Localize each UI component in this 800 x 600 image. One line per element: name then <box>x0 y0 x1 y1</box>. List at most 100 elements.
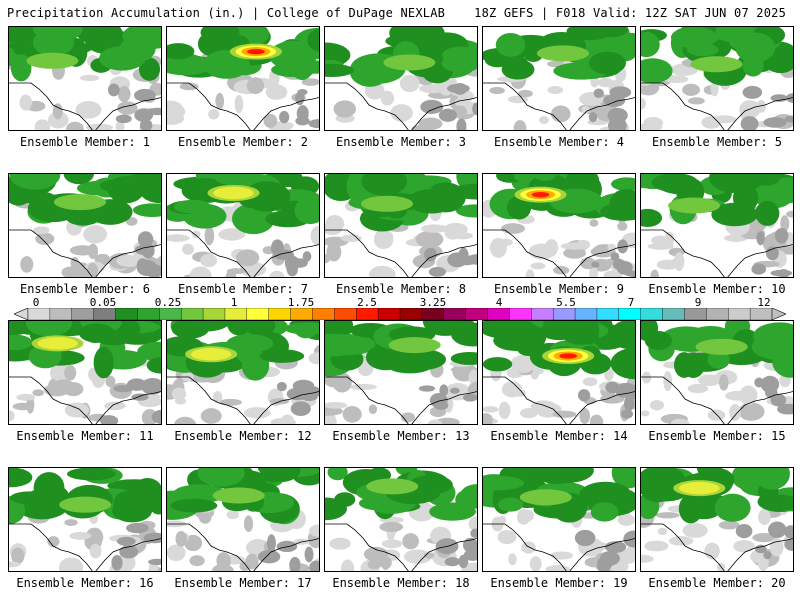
ensemble-member-panel <box>640 26 794 131</box>
ensemble-member-label: Ensemble Member: 5 <box>651 135 783 149</box>
colorbar-segment <box>552 308 576 320</box>
colorbar-segment <box>334 308 357 320</box>
colorbar-tick-label: 5.5 <box>556 296 576 309</box>
colorbar-segment <box>618 308 642 320</box>
colorbar-segment <box>268 308 292 320</box>
precip-map <box>641 27 793 130</box>
colorbar-max-arrow <box>771 308 786 320</box>
colorbar-segment <box>662 308 685 320</box>
ensemble-member-label: Ensemble Member: 15 <box>648 429 786 443</box>
precip-map <box>641 174 793 277</box>
colorbar-tick-label: 4 <box>495 296 503 309</box>
ensemble-member-label: Ensemble Member: 19 <box>490 576 628 590</box>
colorbar-segment <box>574 308 598 320</box>
ensemble-member-panel <box>8 467 162 572</box>
colorbar-segment <box>49 308 73 320</box>
precip-map <box>483 27 635 130</box>
colorbar-tick-label: 7 <box>627 296 635 309</box>
colorbar-segment <box>728 308 751 320</box>
colorbar-segment <box>465 308 489 320</box>
ensemble-member-label: Ensemble Member: 16 <box>16 576 154 590</box>
ensemble-member-panel <box>8 26 162 131</box>
colorbar-segment <box>312 308 335 320</box>
ensemble-member-panel <box>482 173 636 278</box>
ensemble-member-label: Ensemble Member: 9 <box>493 282 625 296</box>
colorbar-segment <box>421 308 445 320</box>
ensemble-member-panel <box>324 173 478 278</box>
ensemble-member-label: Ensemble Member: 8 <box>335 282 467 296</box>
ensemble-member-panel <box>324 467 478 572</box>
colorbar-segment <box>443 308 467 320</box>
model-run-info: 18Z GEFS | F018 Valid: 12Z SAT JUN 07 20… <box>474 6 786 20</box>
colorbar-segment <box>749 308 773 320</box>
ensemble-member-label: Ensemble Member: 20 <box>648 576 786 590</box>
colorbar-segment <box>377 308 401 320</box>
ensemble-member-panel <box>482 320 636 425</box>
colorbar-segment <box>640 308 664 320</box>
map-title: Precipitation Accumulation (in.) | Colle… <box>7 6 446 20</box>
ensemble-member-label: Ensemble Member: 13 <box>332 429 470 443</box>
precip-colorbar <box>14 308 786 320</box>
ensemble-member-panel <box>324 320 478 425</box>
ensemble-member-panel <box>8 320 162 425</box>
ensemble-member-panel <box>640 467 794 572</box>
ensemble-member-label: Ensemble Member: 12 <box>174 429 312 443</box>
colorbar-tick-label: 1.75 <box>287 296 315 309</box>
ensemble-member-label: Ensemble Member: 14 <box>490 429 628 443</box>
precip-map <box>641 468 793 571</box>
ensemble-member-panel <box>324 26 478 131</box>
colorbar-tick-label: 3.25 <box>419 296 447 309</box>
colorbar-tick-label: 0 <box>32 296 40 309</box>
ensemble-member-label: Ensemble Member: 17 <box>174 576 312 590</box>
precip-map <box>325 27 477 130</box>
colorbar-segment <box>115 308 138 320</box>
colorbar-tick-label: 2.5 <box>357 296 377 309</box>
precip-map <box>167 174 319 277</box>
colorbar-segment <box>356 308 379 320</box>
precip-map <box>9 27 161 130</box>
ensemble-member-panel <box>640 320 794 425</box>
ensemble-member-panel <box>640 173 794 278</box>
ensemble-member-label: Ensemble Member: 4 <box>493 135 625 149</box>
colorbar-tick-label: 0.25 <box>154 296 182 309</box>
colorbar-min-arrow <box>14 308 29 320</box>
ensemble-member-label: Ensemble Member: 3 <box>335 135 467 149</box>
ensemble-member-label: Ensemble Member: 6 <box>19 282 151 296</box>
precip-map <box>9 468 161 571</box>
colorbar-segment <box>684 308 707 320</box>
ensemble-member-label: Ensemble Member: 1 <box>19 135 151 149</box>
colorbar-segment <box>596 308 620 320</box>
colorbar-segment <box>487 308 510 320</box>
precip-map <box>167 27 319 130</box>
ensemble-member-label: Ensemble Member: 7 <box>177 282 309 296</box>
ensemble-member-panel <box>482 467 636 572</box>
ensemble-member-panel <box>8 173 162 278</box>
precip-map <box>325 321 477 424</box>
colorbar-tick-label: 9 <box>694 296 702 309</box>
precip-map <box>483 174 635 277</box>
colorbar-segment <box>93 308 117 320</box>
precip-map <box>167 468 319 571</box>
precip-map <box>9 174 161 277</box>
ensemble-member-panel <box>482 26 636 131</box>
precip-map <box>9 321 161 424</box>
colorbar-segment <box>224 308 248 320</box>
precip-map <box>325 174 477 277</box>
colorbar-tick-label: 12 <box>757 296 771 309</box>
colorbar-segment <box>706 308 729 320</box>
colorbar-segment <box>27 308 51 320</box>
colorbar-segment <box>137 308 160 320</box>
colorbar-segment <box>531 308 554 320</box>
precip-map <box>641 321 793 424</box>
colorbar-segment <box>246 308 270 320</box>
precip-map <box>167 321 319 424</box>
precip-map <box>483 321 635 424</box>
colorbar-tick-label: 0.05 <box>89 296 117 309</box>
colorbar-segment <box>180 308 204 320</box>
colorbar-segment <box>399 308 423 320</box>
colorbar-segment <box>71 308 95 320</box>
ensemble-member-panel <box>166 467 320 572</box>
colorbar-tick-label: 1 <box>230 296 238 309</box>
precip-map <box>325 468 477 571</box>
ensemble-member-label: Ensemble Member: 18 <box>332 576 470 590</box>
